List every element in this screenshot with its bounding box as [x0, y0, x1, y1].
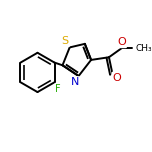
Text: S: S — [62, 36, 69, 46]
Text: CH₃: CH₃ — [136, 44, 152, 53]
Text: N: N — [71, 77, 79, 87]
Text: F: F — [55, 84, 61, 94]
Text: O: O — [117, 37, 126, 47]
Text: O: O — [113, 73, 121, 83]
